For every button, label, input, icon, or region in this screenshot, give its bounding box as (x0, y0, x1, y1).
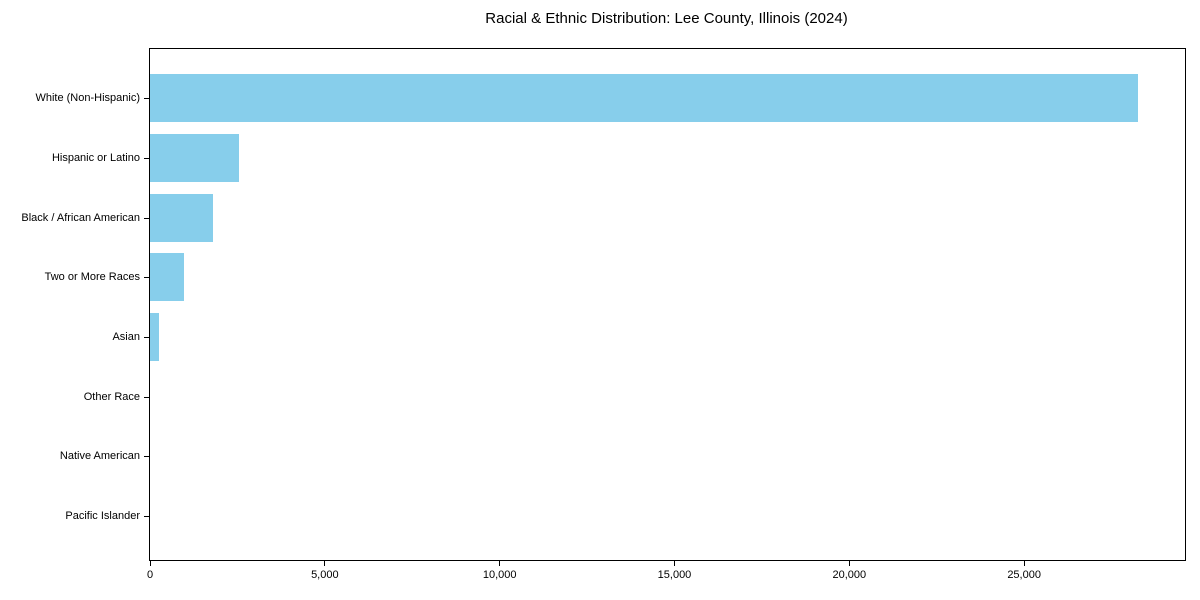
y-axis-label: Black / African American (21, 211, 140, 224)
x-tick-label: 20,000 (832, 569, 867, 581)
y-tick (144, 98, 149, 100)
x-tick-label: 10,000 (482, 569, 517, 581)
x-tick (673, 561, 675, 566)
bar (150, 74, 1138, 123)
bar (150, 134, 240, 183)
y-axis-label: Asian (112, 330, 140, 343)
y-tick (144, 217, 149, 219)
y-axis-label: Two or More Races (44, 271, 140, 284)
y-axis-label: White (Non-Hispanic) (35, 92, 140, 105)
y-axis-label: Pacific Islander (65, 509, 140, 522)
x-tick-label: 25,000 (1007, 569, 1041, 581)
y-axis-label: Native American (59, 450, 140, 463)
plot-area (149, 48, 1186, 561)
y-tick (144, 396, 149, 398)
y-tick (144, 456, 149, 458)
chart-title: Racial & Ethnic Distribution: Lee County… (485, 10, 848, 27)
x-tick (1023, 561, 1025, 566)
y-axis-label: Hispanic or Latino (51, 152, 140, 165)
x-tick-label: 0 (146, 569, 154, 581)
x-tick (324, 561, 326, 566)
x-tick (848, 561, 850, 566)
y-tick (144, 277, 149, 279)
bar (150, 253, 185, 302)
y-tick (144, 158, 149, 160)
y-tick (144, 515, 149, 517)
x-tick-label: 15,000 (657, 569, 692, 581)
x-tick (499, 561, 501, 566)
bar (150, 193, 213, 242)
x-tick (149, 561, 151, 566)
y-tick (144, 336, 149, 338)
y-axis-label: Other Race (83, 390, 140, 403)
x-tick-label: 5,000 (311, 569, 339, 581)
bar (150, 312, 160, 361)
